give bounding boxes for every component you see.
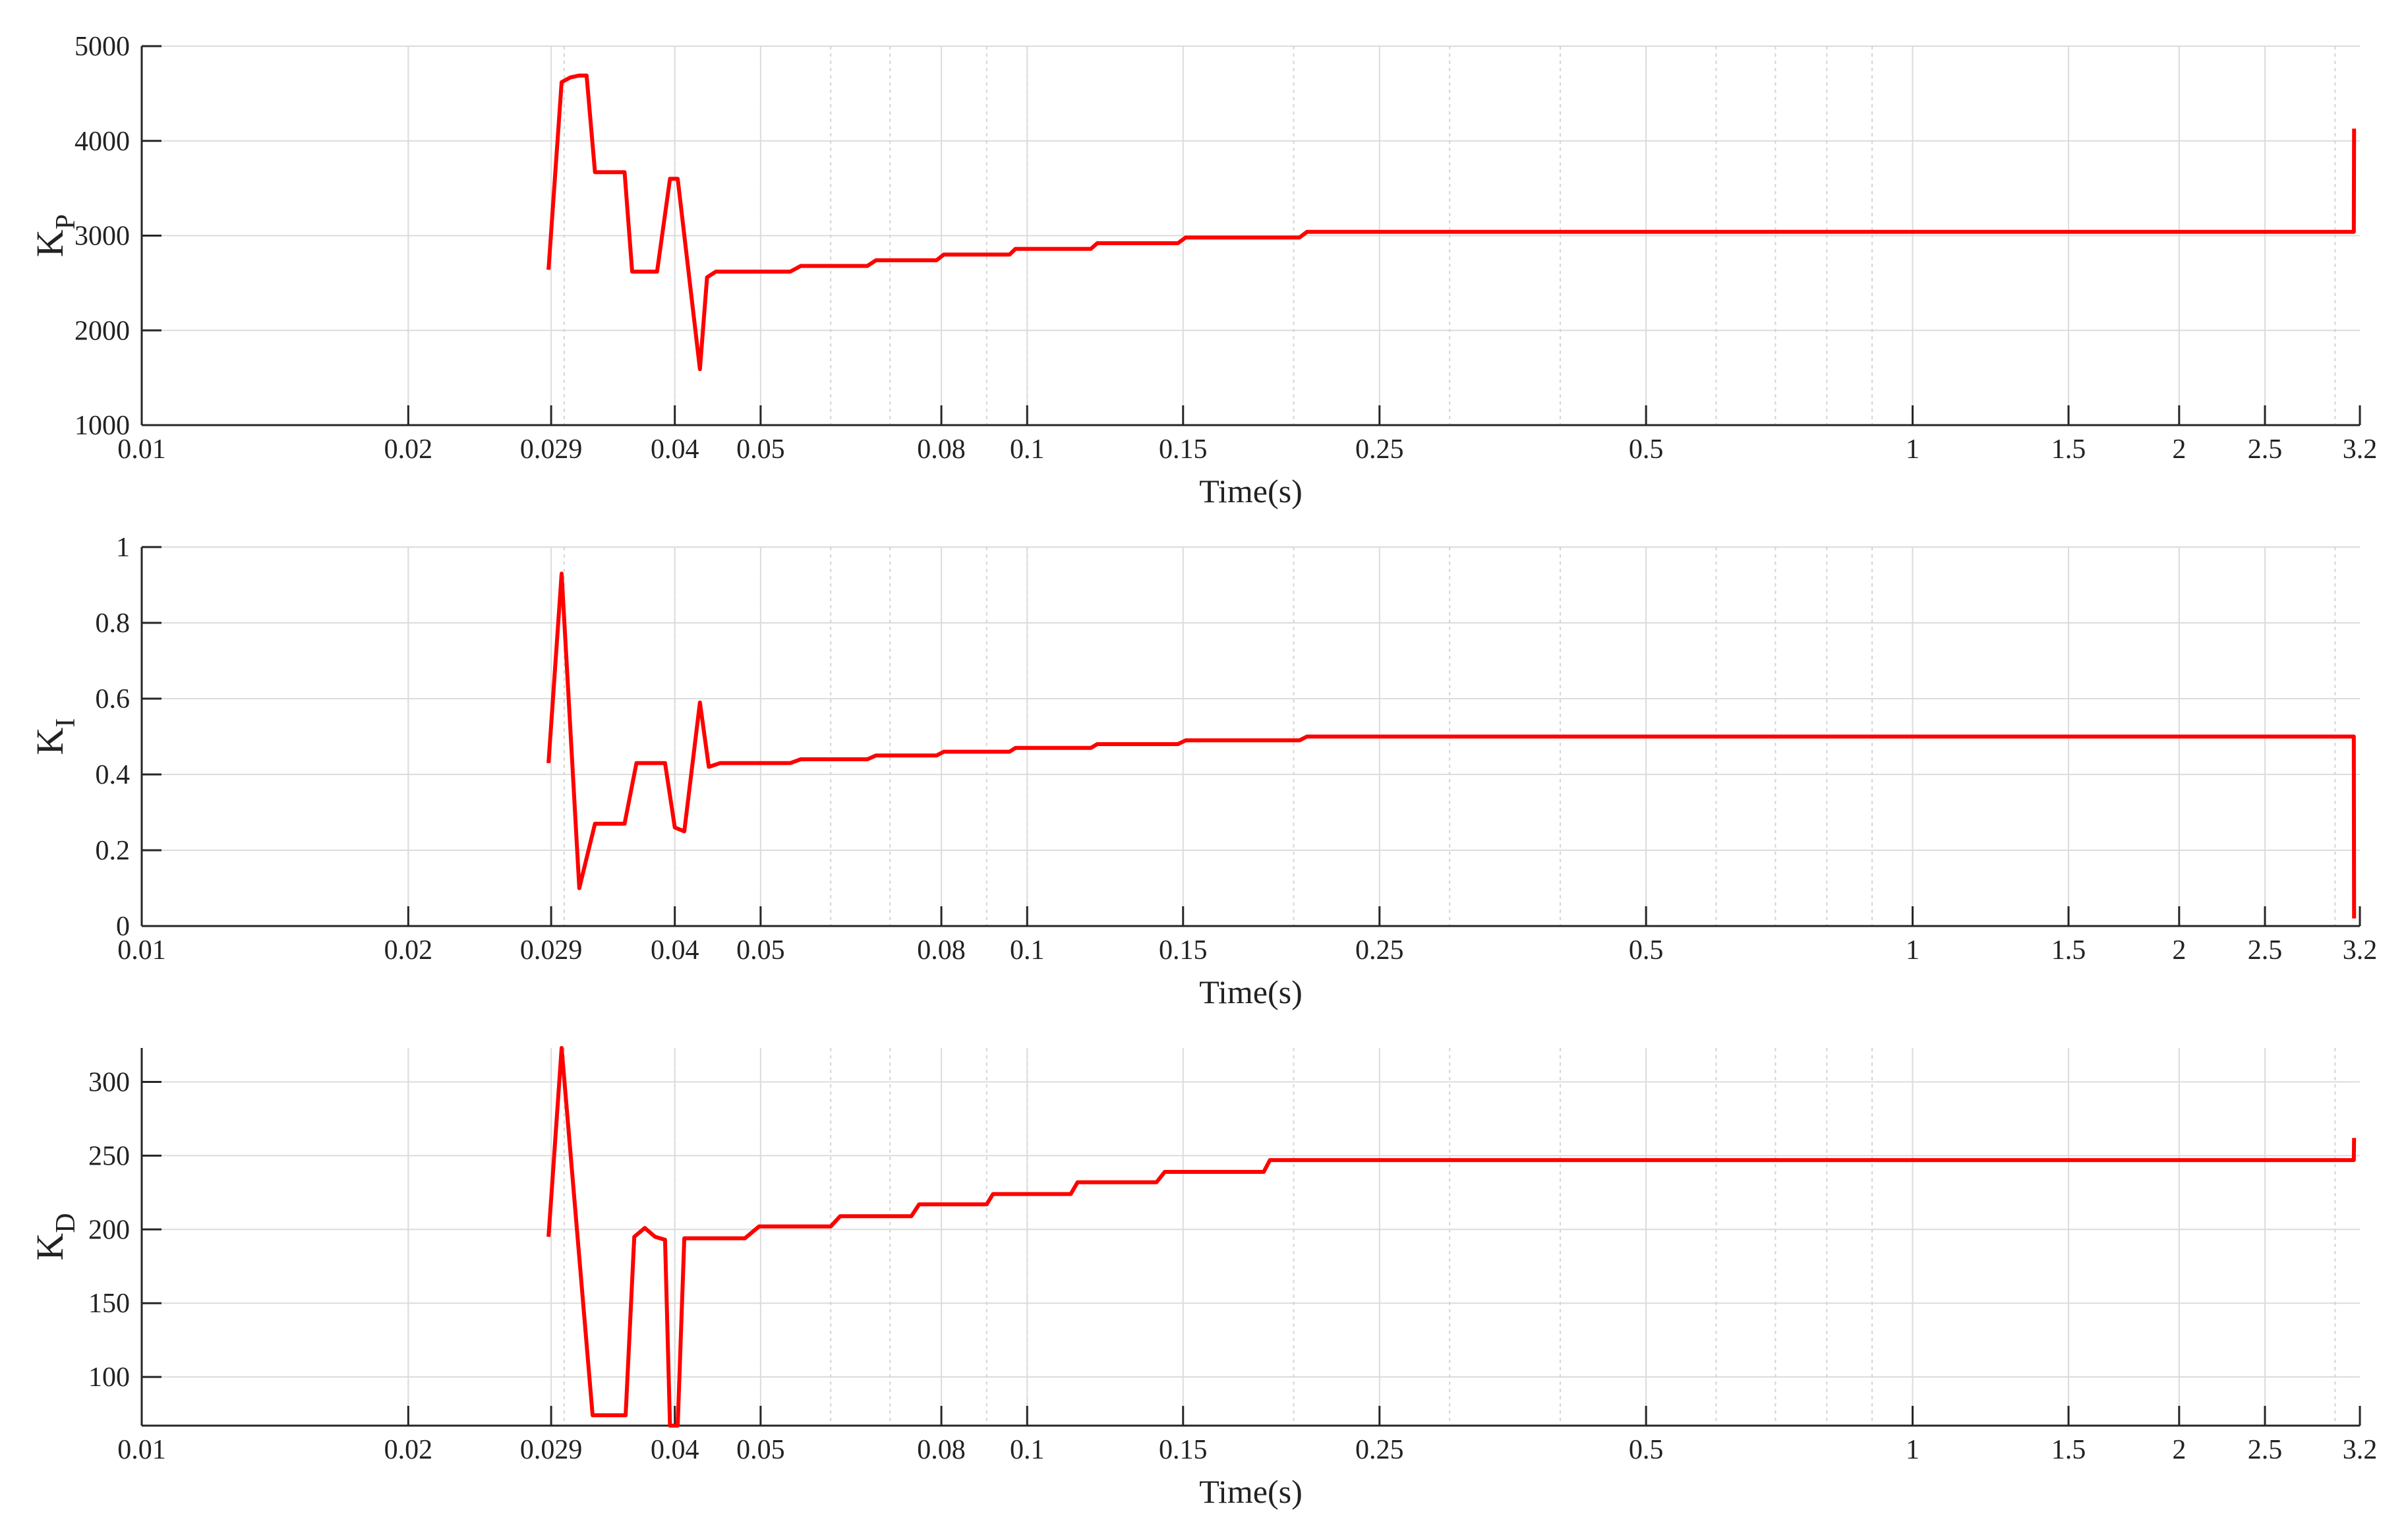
kd-x-tick-label: 3.2 <box>2343 1435 2378 1465</box>
ki-x-tick-label: 2 <box>2172 935 2186 966</box>
kd-x-tick-label: 0.05 <box>736 1435 785 1465</box>
ki-x-tick-label: 0.5 <box>1629 935 1664 966</box>
kd-x-tick-label: 0.15 <box>1159 1435 1208 1465</box>
kp-y-axis-label: KP <box>28 214 81 257</box>
kp-y-axis-label-main: K <box>28 229 71 257</box>
kp-x-tick-label: 2 <box>2172 434 2186 465</box>
kd-y-tick-label: 100 <box>88 1362 130 1393</box>
kd-panel: 0.01 0.02 0.029 0.04 0.05 0.08 0.1 0.15 0.25 0.5 1… <box>28 1046 2378 1510</box>
kd-x-tick-label: 1 <box>1906 1435 1920 1465</box>
kd-x-tick-label: 2 <box>2172 1435 2186 1465</box>
ki-x-tick-label: 0.04 <box>651 935 699 966</box>
kp-x-tick-label: 0.05 <box>736 434 785 465</box>
ki-x-tick-label: 0.25 <box>1355 935 1404 966</box>
kd-y-tick-label: 250 <box>88 1141 130 1171</box>
kp-x-tick-label: 3.2 <box>2343 434 2378 465</box>
kd-y-tick-label: 300 <box>88 1067 130 1097</box>
kd-x-tick-label: 1.5 <box>2051 1435 2086 1465</box>
ki-x-tick-label: 0.02 <box>384 935 433 966</box>
kd-x-tick-label: 0.029 <box>520 1435 583 1465</box>
kd-series-line <box>546 1046 2357 1428</box>
kp-x-tick-label: 0.1 <box>1010 434 1045 465</box>
kd-y-tick-label: 150 <box>88 1289 130 1319</box>
ki-x-tick-label: 0.08 <box>917 935 966 966</box>
ki-series-line <box>546 571 2357 919</box>
ki-y-axis-label-sub: I <box>51 718 81 728</box>
ki-x-tick-label: 0.01 <box>117 935 166 966</box>
kp-x-tick-label: 0.02 <box>384 434 433 465</box>
kd-x-tick-label: 2.5 <box>2248 1435 2283 1465</box>
kp-y-axis-label-sub: P <box>51 214 81 229</box>
ki-y-axis-label-main: K <box>28 727 71 755</box>
ki-y-tick-label: 1 <box>116 533 130 563</box>
kp-x-tick-label: 0.029 <box>520 434 583 465</box>
kd-x-tick-label: 0.04 <box>651 1435 699 1465</box>
kd-x-tick-label: 0.01 <box>117 1435 166 1465</box>
kp-y-tick-label: 2000 <box>74 316 130 346</box>
kd-x-tick-label: 0.1 <box>1010 1435 1045 1465</box>
kp-x-tick-label: 1 <box>1906 434 1920 465</box>
kp-y-tick-label: 3000 <box>74 221 130 252</box>
ki-x-tick-label: 1 <box>1906 935 1920 966</box>
kp-x-tick-label: 0.5 <box>1629 434 1664 465</box>
kp-panel: 0.01 0.02 0.029 0.04 0.05 0.08 0.1 0.15 0.25 0.5 1… <box>28 32 2377 509</box>
kd-y-axis-label-sub: D <box>51 1213 81 1233</box>
ki-y-tick-label: 0.6 <box>96 684 131 714</box>
kd-x-tick-label: 0.08 <box>917 1435 966 1465</box>
kp-x-tick-label: 0.25 <box>1355 434 1404 465</box>
kd-y-tick-label: 200 <box>88 1215 130 1245</box>
ki-x-tick-label: 2.5 <box>2248 935 2283 966</box>
ki-y-tick-label: 0 <box>116 912 130 942</box>
kp-x-tick-label: 0.08 <box>917 434 966 465</box>
kd-y-axis-label: KD <box>28 1213 81 1260</box>
ki-x-tick-label: 1.5 <box>2051 935 2086 966</box>
ki-x-tick-label: 0.029 <box>520 935 583 966</box>
ki-x-tick-label: 0.05 <box>736 935 785 966</box>
kp-y-tick-label: 5000 <box>74 32 130 62</box>
kp-series-line <box>546 73 2357 372</box>
kd-x-tick-label: 0.02 <box>384 1435 433 1465</box>
kp-y-tick-label: 4000 <box>74 127 130 157</box>
ki-x-tick-label: 0.15 <box>1159 935 1208 966</box>
kp-x-axis-label: Time(s) <box>1199 473 1303 509</box>
ki-x-tick-label: 3.2 <box>2343 935 2378 966</box>
kd-y-axis-label-main: K <box>28 1233 71 1261</box>
ki-x-axis-label: Time(s) <box>1199 973 1303 1010</box>
kp-y-tick-label: 1000 <box>74 411 130 441</box>
kp-x-tick-label: 0.01 <box>117 434 166 465</box>
kp-x-tick-label: 1.5 <box>2051 434 2086 465</box>
ki-y-tick-label: 0.4 <box>96 760 131 790</box>
kd-x-tick-label: 0.25 <box>1355 1435 1404 1465</box>
ki-x-tick-label: 0.1 <box>1010 935 1045 966</box>
kd-x-axis-label: Time(s) <box>1199 1473 1303 1510</box>
kp-x-tick-label: 0.04 <box>651 434 699 465</box>
kp-x-tick-label: 0.15 <box>1159 434 1208 465</box>
ki-y-tick-label: 0.2 <box>96 836 131 866</box>
kp-x-tick-label: 2.5 <box>2248 434 2283 465</box>
ki-y-tick-label: 0.8 <box>96 608 131 639</box>
kd-x-tick-label: 0.5 <box>1629 1435 1664 1465</box>
ki-y-axis-label: KI <box>28 718 81 755</box>
ki-panel: 0.01 0.02 0.029 0.04 0.05 0.08 0.1 0.15 0.25 0.5 1… <box>28 533 2377 1010</box>
